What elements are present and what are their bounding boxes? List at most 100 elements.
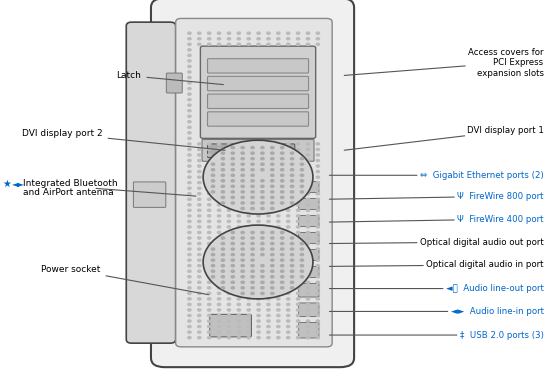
Circle shape <box>271 152 274 154</box>
Circle shape <box>198 154 201 156</box>
Circle shape <box>227 159 231 162</box>
Circle shape <box>227 154 231 156</box>
Circle shape <box>198 237 201 239</box>
Circle shape <box>251 174 254 176</box>
Circle shape <box>261 248 264 250</box>
Circle shape <box>237 204 240 206</box>
Circle shape <box>198 148 201 151</box>
Circle shape <box>306 38 310 40</box>
Circle shape <box>296 270 300 272</box>
Circle shape <box>217 259 221 261</box>
Circle shape <box>296 320 300 322</box>
Circle shape <box>296 242 300 245</box>
Circle shape <box>306 248 310 250</box>
Circle shape <box>277 38 280 40</box>
Circle shape <box>227 231 231 234</box>
Circle shape <box>188 325 191 328</box>
Circle shape <box>261 231 264 234</box>
Circle shape <box>316 38 320 40</box>
Circle shape <box>247 337 250 339</box>
Circle shape <box>217 176 221 178</box>
Circle shape <box>217 237 221 239</box>
Circle shape <box>237 143 240 145</box>
Circle shape <box>281 185 284 187</box>
Circle shape <box>208 248 211 250</box>
Circle shape <box>188 126 191 128</box>
Circle shape <box>267 237 270 239</box>
Circle shape <box>271 276 274 278</box>
Circle shape <box>247 276 250 278</box>
Circle shape <box>198 165 201 167</box>
Circle shape <box>257 148 260 151</box>
Circle shape <box>281 163 284 165</box>
Circle shape <box>221 242 225 245</box>
Circle shape <box>290 191 294 193</box>
Circle shape <box>290 174 294 176</box>
Circle shape <box>188 132 191 134</box>
Circle shape <box>271 185 274 187</box>
Circle shape <box>287 270 290 272</box>
Circle shape <box>287 298 290 300</box>
Circle shape <box>277 309 280 311</box>
FancyBboxPatch shape <box>299 249 319 261</box>
Circle shape <box>287 187 290 189</box>
Circle shape <box>241 163 244 165</box>
Circle shape <box>277 32 280 34</box>
Circle shape <box>247 292 250 294</box>
Circle shape <box>188 154 191 156</box>
Circle shape <box>251 270 254 272</box>
Circle shape <box>281 191 284 193</box>
Circle shape <box>231 242 234 245</box>
Circle shape <box>277 154 280 156</box>
Circle shape <box>277 298 280 300</box>
Circle shape <box>208 292 211 294</box>
Circle shape <box>290 185 294 187</box>
Circle shape <box>247 165 250 167</box>
Circle shape <box>306 292 310 294</box>
Circle shape <box>188 82 191 84</box>
Circle shape <box>306 281 310 283</box>
Circle shape <box>237 281 240 283</box>
Circle shape <box>227 204 231 206</box>
Circle shape <box>296 165 300 167</box>
Circle shape <box>247 231 250 234</box>
Circle shape <box>221 174 225 176</box>
Circle shape <box>257 220 260 223</box>
Circle shape <box>290 152 294 154</box>
Circle shape <box>316 248 320 250</box>
Circle shape <box>316 314 320 317</box>
Circle shape <box>257 187 260 189</box>
Circle shape <box>287 320 290 322</box>
Circle shape <box>300 180 304 182</box>
Circle shape <box>306 265 310 267</box>
Circle shape <box>251 281 254 283</box>
Circle shape <box>257 193 260 195</box>
Circle shape <box>267 320 270 322</box>
Circle shape <box>198 303 201 306</box>
Circle shape <box>237 292 240 294</box>
Circle shape <box>227 281 231 283</box>
Circle shape <box>251 248 254 250</box>
Circle shape <box>188 309 191 311</box>
Circle shape <box>211 259 215 261</box>
Circle shape <box>227 170 231 173</box>
Circle shape <box>221 202 225 204</box>
Circle shape <box>316 193 320 195</box>
Circle shape <box>237 248 240 250</box>
Circle shape <box>290 163 294 165</box>
Circle shape <box>227 303 231 306</box>
Circle shape <box>251 163 254 165</box>
Circle shape <box>211 254 215 256</box>
Circle shape <box>237 331 240 333</box>
Circle shape <box>217 331 221 333</box>
Circle shape <box>251 276 254 278</box>
Circle shape <box>287 265 290 267</box>
Circle shape <box>316 32 320 34</box>
Circle shape <box>277 143 280 145</box>
Circle shape <box>281 270 284 272</box>
Circle shape <box>316 143 320 145</box>
Circle shape <box>208 237 211 239</box>
Circle shape <box>290 237 294 239</box>
Circle shape <box>208 287 211 289</box>
Circle shape <box>306 148 310 151</box>
